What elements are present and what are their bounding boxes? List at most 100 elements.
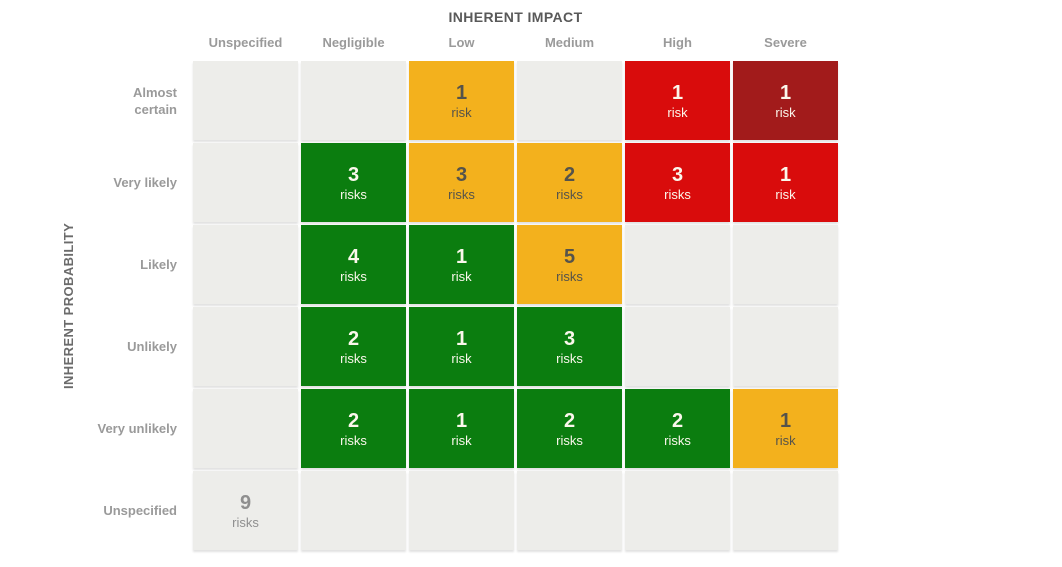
matrix-cell[interactable]: 3 risks	[517, 307, 622, 386]
cell-count: 1	[671, 81, 684, 104]
cell-count: 1	[455, 81, 468, 104]
row-label-box: Unspecified	[0, 471, 190, 550]
cell-unit: risk	[451, 104, 472, 120]
cell-unit: risks	[340, 268, 367, 284]
matrix-cell	[517, 61, 622, 140]
row-label: Unlikely	[127, 339, 177, 354]
matrix-cell	[409, 471, 514, 550]
matrix-cell	[301, 471, 406, 550]
cell-unit: risks	[556, 186, 583, 202]
cell-count: 4	[347, 245, 360, 268]
row-label: Very unlikely	[97, 421, 178, 436]
cell-unit: risk	[451, 268, 472, 284]
matrix-cell[interactable]: 1 risk	[733, 389, 838, 468]
matrix-cell[interactable]: 2 risks	[517, 143, 622, 222]
matrix-cell[interactable]: 2 risks	[517, 389, 622, 468]
row-label-box: Almost certain	[0, 61, 190, 140]
matrix-cell[interactable]: 1 risk	[733, 143, 838, 222]
cell-count: 1	[455, 245, 468, 268]
column-header: Low	[448, 35, 475, 50]
matrix-row: Unspecified 9 risks	[0, 471, 838, 550]
cell-count: 3	[671, 163, 684, 186]
matrix-cell[interactable]: 2 risks	[625, 389, 730, 468]
cell-count: 3	[455, 163, 468, 186]
matrix-cell	[517, 471, 622, 550]
matrix-row: Very unlikely 2 risks 1 risk 2 risks 2 r…	[0, 389, 838, 468]
column-header: Medium	[544, 35, 595, 50]
x-axis-title: INHERENT IMPACT	[448, 9, 583, 25]
cell-count: 5	[563, 245, 576, 268]
matrix-cell	[733, 307, 838, 386]
matrix-cell	[193, 389, 298, 468]
cell-count: 2	[563, 409, 576, 432]
cell-unit: risk	[667, 104, 688, 120]
cell-unit: risk	[775, 104, 796, 120]
cell-count: 1	[779, 409, 792, 432]
column-header: Negligible	[322, 35, 385, 50]
matrix-cell[interactable]: 9 risks	[193, 471, 298, 550]
cell-count: 2	[671, 409, 684, 432]
row-label: Very likely	[113, 175, 177, 190]
matrix-row: Almost certain 1 risk 1 risk 1 risk	[0, 61, 838, 140]
matrix-row: Very likely 3 risks 3 risks 2 risks 3 ri…	[0, 143, 838, 222]
column-header: Severe	[764, 35, 807, 50]
cell-count: 1	[779, 163, 792, 186]
cell-count: 3	[563, 327, 576, 350]
cell-unit: risks	[232, 514, 259, 530]
matrix-rows: Almost certain 1 risk 1 risk 1 risk Very…	[0, 61, 838, 550]
matrix-cell[interactable]: 2 risks	[301, 307, 406, 386]
matrix-cell	[625, 471, 730, 550]
matrix-cell	[193, 307, 298, 386]
matrix-cell[interactable]: 3 risks	[409, 143, 514, 222]
column-header: Unspecified	[208, 35, 283, 50]
matrix-cell[interactable]: 4 risks	[301, 225, 406, 304]
cell-unit: risks	[556, 350, 583, 366]
cell-unit: risk	[451, 350, 472, 366]
cell-count: 2	[563, 163, 576, 186]
cell-unit: risk	[451, 432, 472, 448]
matrix-cell[interactable]: 1 risk	[409, 389, 514, 468]
cell-unit: risks	[664, 186, 691, 202]
matrix-cell[interactable]: 1 risk	[409, 307, 514, 386]
row-label-box: Very likely	[0, 143, 190, 222]
matrix-cell[interactable]: 1 risk	[409, 225, 514, 304]
row-label-box: Likely	[0, 225, 190, 304]
cell-unit: risks	[556, 268, 583, 284]
cell-unit: risks	[556, 432, 583, 448]
cell-count: 1	[779, 81, 792, 104]
column-header: High	[663, 35, 692, 50]
row-label-box: Very unlikely	[0, 389, 190, 468]
cell-unit: risks	[664, 432, 691, 448]
matrix-row: Unlikely 2 risks 1 risk 3 risks	[0, 307, 838, 386]
matrix-cell[interactable]: 1 risk	[733, 61, 838, 140]
column-headers: Unspecified Negligible Low Medium High S…	[193, 34, 838, 52]
cell-count: 1	[455, 409, 468, 432]
matrix-cell	[733, 225, 838, 304]
cell-unit: risks	[340, 350, 367, 366]
matrix-cell	[301, 61, 406, 140]
cell-count: 9	[239, 491, 252, 514]
matrix-cell	[625, 225, 730, 304]
row-label: Unspecified	[103, 503, 177, 518]
matrix-cell[interactable]: 3 risks	[301, 143, 406, 222]
matrix-cell	[733, 471, 838, 550]
matrix-row: Likely 4 risks 1 risk 5 risks	[0, 225, 838, 304]
matrix-cell[interactable]: 1 risk	[409, 61, 514, 140]
matrix-cell[interactable]: 3 risks	[625, 143, 730, 222]
matrix-cell[interactable]: 2 risks	[301, 389, 406, 468]
matrix-cell[interactable]: 1 risk	[625, 61, 730, 140]
cell-unit: risk	[775, 432, 796, 448]
row-label: Likely	[140, 257, 177, 272]
cell-count: 2	[347, 409, 360, 432]
cell-unit: risk	[775, 186, 796, 202]
matrix-cell	[193, 61, 298, 140]
matrix-cell	[193, 225, 298, 304]
row-label: Almost certain	[132, 84, 177, 117]
cell-count: 3	[347, 163, 360, 186]
matrix-cell[interactable]: 5 risks	[517, 225, 622, 304]
cell-unit: risks	[448, 186, 475, 202]
matrix-cell	[625, 307, 730, 386]
cell-unit: risks	[340, 186, 367, 202]
cell-count: 1	[455, 327, 468, 350]
